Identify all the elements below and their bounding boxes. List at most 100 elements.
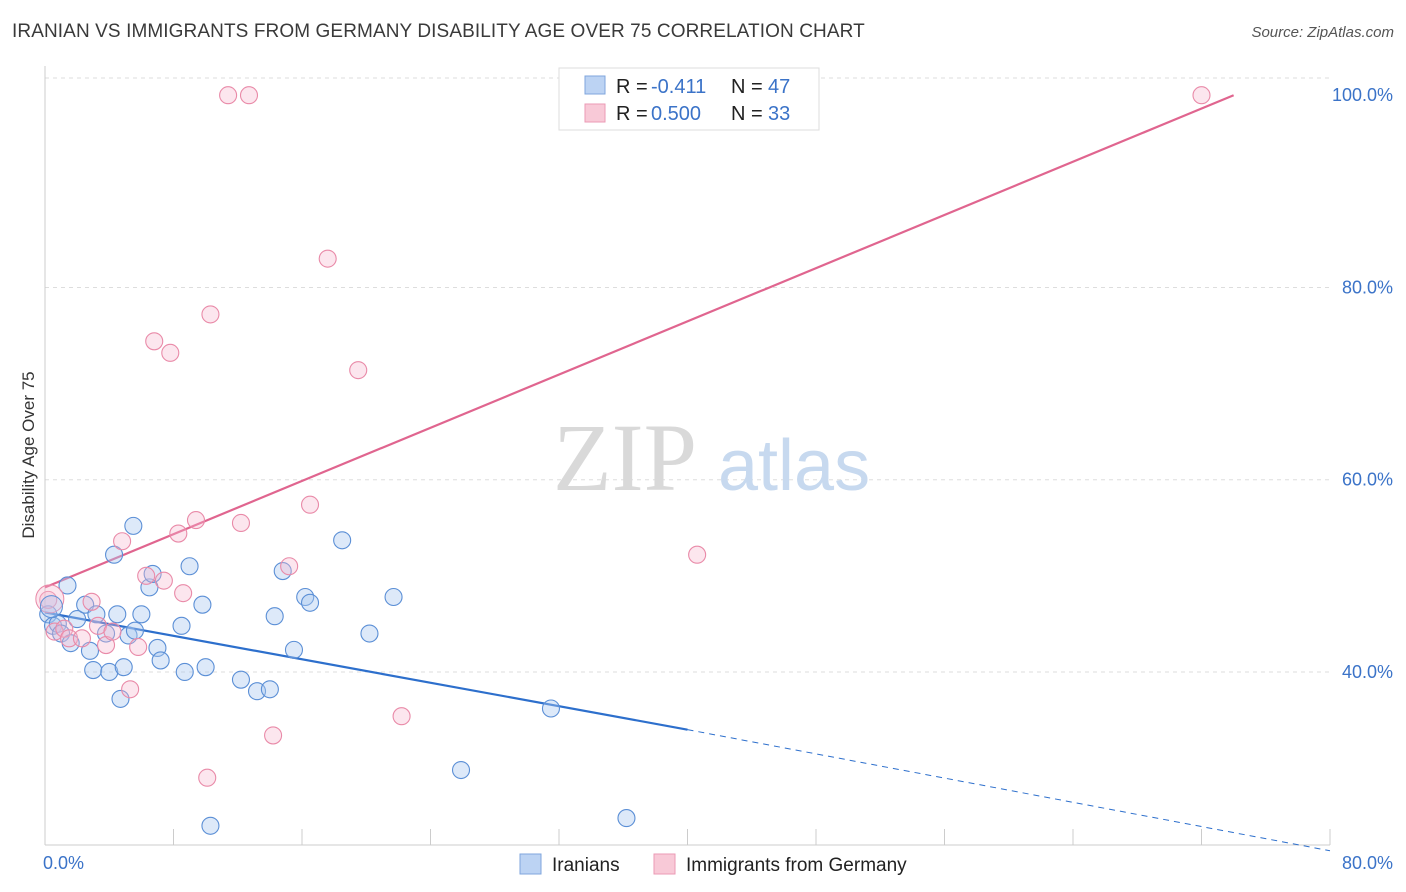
legend-n-label-2: N =	[731, 103, 763, 125]
trend-lines	[44, 94, 1331, 852]
data-point	[172, 616, 191, 635]
data-point	[55, 619, 74, 638]
data-point	[125, 621, 144, 640]
data-point	[169, 524, 188, 543]
data-point	[296, 587, 315, 607]
data-point	[541, 699, 561, 718]
x-tick-labels: 0.0% 80.0%	[43, 853, 1393, 873]
data-point	[198, 768, 217, 787]
data-point	[193, 595, 212, 614]
legend-n-value-1: 47	[768, 76, 790, 98]
trend-line-germany	[44, 94, 1235, 589]
y-tick-label: 60.0%	[1342, 470, 1393, 490]
bottom-legend-label-germany: Immigrants from Germany	[686, 855, 907, 876]
legend-r-value-1: -0.411	[651, 76, 706, 98]
trend-line-iranians	[44, 611, 688, 731]
data-point	[84, 661, 103, 680]
grid-lines	[45, 77, 1330, 673]
bottom-legend-swatch-iranians	[519, 853, 542, 875]
data-point	[260, 680, 279, 699]
data-point	[201, 816, 220, 835]
data-point	[392, 707, 411, 726]
data-point	[284, 640, 304, 659]
trend-line-iranians-extension	[687, 729, 1331, 852]
data-point	[68, 610, 87, 629]
data-point	[617, 809, 636, 828]
legend-n-value-2: 33	[768, 103, 790, 125]
data-point	[186, 511, 206, 530]
y-tick-label: 80.0%	[1342, 277, 1393, 297]
data-point	[196, 658, 215, 677]
bottom-legend-swatch-germany	[653, 853, 676, 875]
data-point	[384, 587, 403, 607]
y-axis-label: Disability Age Over 75	[19, 371, 38, 538]
data-point	[124, 516, 143, 535]
bottom-legend: Iranians Immigrants from Germany	[519, 853, 907, 876]
data-point	[231, 670, 251, 689]
data-point	[265, 607, 284, 626]
legend-r-label-1: R =	[616, 76, 648, 98]
legend-r-label-2: R =	[616, 103, 648, 125]
data-point	[103, 622, 122, 641]
data-point	[58, 576, 77, 595]
data-point	[280, 557, 299, 576]
data-point	[360, 624, 379, 643]
data-point	[219, 86, 238, 105]
data-point	[161, 343, 180, 362]
data-point	[180, 557, 199, 576]
legend: R = -0.411 N = 47 R = 0.500 N = 33	[558, 67, 820, 131]
data-point	[39, 595, 63, 619]
data-point	[132, 605, 151, 624]
legend-r-value-2: 0.500	[651, 103, 701, 125]
data-point	[105, 545, 124, 564]
y-tick-label: 100.0%	[1332, 85, 1393, 105]
legend-swatch-germany	[584, 103, 606, 123]
data-point	[300, 495, 320, 514]
data-point	[151, 651, 170, 670]
chart-title: IRANIAN VS IMMIGRANTS FROM GERMANY DISAB…	[12, 21, 865, 42]
axes	[44, 66, 1331, 846]
data-point	[72, 629, 91, 648]
data-point	[121, 680, 140, 699]
data-point	[143, 564, 162, 583]
data-point	[145, 332, 164, 351]
x-tick-label: 0.0%	[43, 853, 84, 873]
data-point	[100, 662, 119, 682]
data-point	[129, 637, 148, 657]
data-point	[111, 689, 130, 708]
data-point	[113, 532, 132, 551]
data-point	[137, 566, 156, 585]
legend-n-label-1: N =	[731, 76, 763, 98]
data-point	[451, 760, 471, 780]
x-tick-label: 80.0%	[1342, 853, 1393, 873]
y-tick-labels: 40.0% 60.0% 80.0% 100.0%	[1332, 85, 1393, 682]
data-points	[35, 86, 1211, 835]
y-tick-label: 40.0%	[1342, 662, 1393, 682]
data-point	[201, 305, 220, 324]
data-point	[231, 513, 251, 533]
data-point	[175, 662, 194, 682]
legend-swatch-iranians	[584, 75, 606, 95]
data-point	[239, 86, 259, 105]
data-point	[174, 584, 193, 603]
watermark-atlas: atlas	[718, 426, 870, 506]
data-point	[154, 571, 173, 590]
data-point	[349, 361, 368, 380]
data-point	[1192, 86, 1211, 105]
data-point	[318, 249, 337, 268]
watermark-zip: ZIP	[553, 404, 697, 511]
watermark: ZIP atlas	[553, 404, 870, 511]
data-point	[35, 584, 65, 614]
data-point	[82, 592, 101, 611]
source-label: Source: ZipAtlas.com	[1251, 24, 1394, 41]
data-point	[39, 605, 58, 624]
data-point	[300, 593, 320, 612]
data-point	[264, 726, 283, 745]
data-point	[688, 545, 707, 564]
data-point	[60, 629, 79, 648]
data-point	[108, 605, 127, 624]
data-point	[333, 531, 352, 550]
data-point	[114, 658, 133, 677]
bottom-legend-label-iranians: Iranians	[552, 855, 620, 876]
